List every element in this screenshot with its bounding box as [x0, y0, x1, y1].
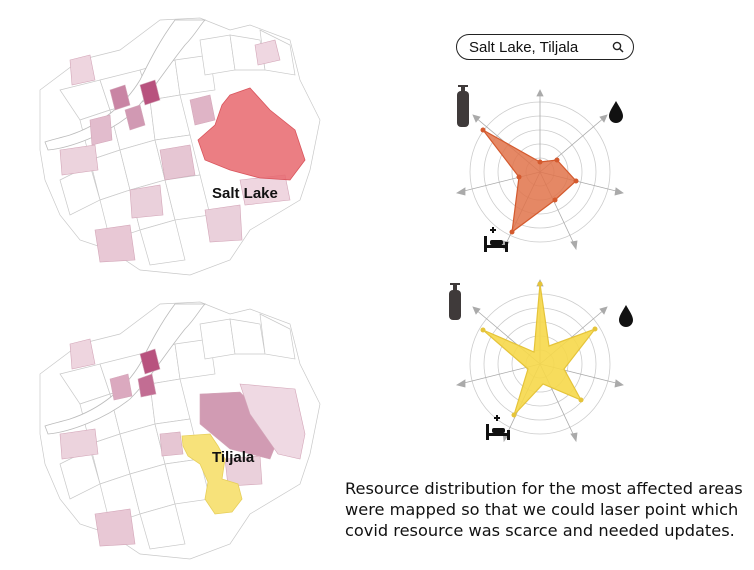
caption-line-1: Resource distribution for the most affec… [345, 479, 743, 498]
search-input[interactable]: Salt Lake, Tiljala [469, 38, 579, 56]
search-box[interactable]: Salt Lake, Tiljala [456, 34, 634, 60]
tiljala-map: Tiljala [39, 301, 321, 560]
radar-shape [482, 129, 577, 234]
caption-line-3: covid resource was scarce and needed upd… [345, 521, 735, 540]
oxygen-cylinder-icon [457, 85, 469, 127]
radar-shape [482, 283, 597, 416]
caption: Resource distribution for the most affec… [345, 478, 750, 541]
salt-lake-highlight [197, 87, 306, 181]
hospital-bed-icon [484, 227, 508, 252]
hospital-bed-icon [486, 415, 510, 440]
resource-radar-tiljala [449, 279, 633, 443]
area-label: Salt Lake [212, 185, 278, 202]
tiljala-highlight [181, 433, 243, 515]
area-label: Tiljala [212, 449, 255, 466]
river [44, 19, 206, 151]
shaded-wards [59, 338, 306, 547]
salt-lake-map: Salt Lake [39, 17, 321, 276]
search-icon[interactable] [611, 40, 625, 54]
shaded-wards [59, 39, 291, 263]
water-drop-icon [609, 101, 623, 123]
oxygen-cylinder-icon [449, 283, 461, 320]
water-drop-icon [619, 305, 633, 327]
resource-radar-salt-lake [455, 85, 624, 252]
river [44, 303, 206, 435]
radar-points [480, 281, 598, 418]
radar-points [480, 127, 579, 235]
caption-line-2: were mapped so that we could laser point… [345, 500, 739, 519]
